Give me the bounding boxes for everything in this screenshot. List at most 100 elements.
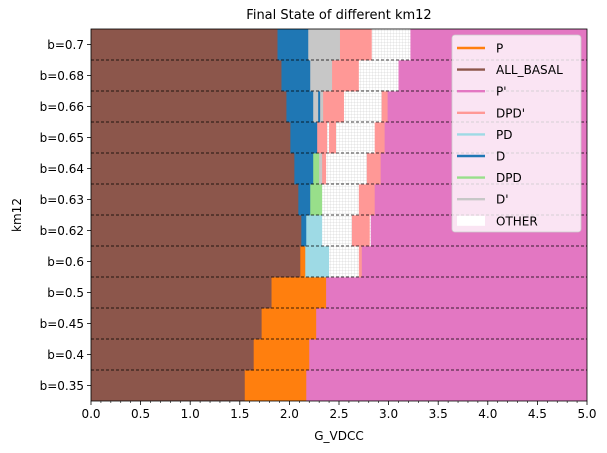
bar-segment-dpdp-8-6 — [374, 122, 386, 154]
legend-label-pp: P' — [496, 85, 507, 99]
x-axis-label: G_VDCC — [314, 429, 364, 443]
bar-segment-dpd-7-2 — [313, 153, 320, 185]
bar-segment-other-11-4 — [371, 29, 411, 61]
bar-segment-d-10-1 — [281, 60, 311, 92]
x-tick-label-8: 4.0 — [478, 407, 497, 421]
x-tick-label-5: 2.5 — [329, 407, 348, 421]
bar-segment-p-2-1 — [261, 308, 317, 340]
y-tick-label-1: b=0.4 — [47, 348, 84, 362]
bar-segment-dp-7-3 — [319, 153, 323, 185]
x-tick-label-2: 1.0 — [181, 407, 200, 421]
bar-segment-dpdp-8-4 — [329, 122, 337, 154]
bar-segment-dpdp-6-4 — [358, 184, 376, 216]
bar-segment-other-8-5 — [336, 122, 376, 154]
x-tick-label-4: 2.0 — [280, 407, 299, 421]
bar-segment-dpdp-11-3 — [339, 29, 373, 61]
bar-segment-p-3-1 — [271, 277, 327, 309]
bar-segment-p-4-1 — [300, 246, 306, 278]
bar-segment-pp-1-2 — [309, 339, 587, 371]
bar-segment-dpdp-5-4 — [351, 215, 371, 247]
y-tick-label-8: b=0.65 — [40, 131, 84, 145]
bar-segment-dp-11-2 — [308, 29, 341, 61]
bar-segment-p-1-1 — [253, 339, 310, 371]
bar-segment-dp-9-4 — [320, 91, 324, 123]
bar-segment-pp-2-2 — [316, 308, 587, 340]
bar-segment-other-5-5 — [369, 215, 372, 247]
x-tick-label-6: 3.0 — [379, 407, 398, 421]
bar-segment-other-7-5 — [326, 153, 368, 185]
bar-segment-dpdp-9-7 — [381, 91, 389, 123]
bar-segment-all_basal-1-0 — [91, 339, 255, 371]
bar-segment-other-8-3 — [327, 122, 330, 154]
legend-label-all_basal: ALL_BASAL — [496, 63, 563, 77]
legend-label-dpdp: DPD' — [496, 106, 525, 120]
bar-segment-all_basal-2-0 — [91, 308, 263, 340]
bar-segment-dp-10-2 — [310, 60, 333, 92]
bar-segment-d-9-1 — [286, 91, 314, 123]
bar-segment-all_basal-8-0 — [91, 122, 291, 154]
bar-segment-pp-3-2 — [326, 277, 587, 309]
legend-label-other: OTHER — [496, 214, 538, 228]
bar-segment-d-7-1 — [294, 153, 314, 185]
bar-segment-dpdp-8-2 — [317, 122, 328, 154]
bar-segment-other-6-3 — [322, 184, 360, 216]
x-tick-label-7: 3.5 — [429, 407, 448, 421]
bar-segment-d-9-3 — [318, 91, 321, 123]
bar-segment-all_basal-3-0 — [91, 277, 272, 309]
separator-lines — [91, 59, 587, 371]
x-tick-label-9: 4.5 — [528, 407, 547, 421]
bar-segment-all_basal-4-0 — [91, 246, 301, 278]
bar-segment-all_basal-11-0 — [91, 29, 278, 61]
legend-label-dp: D' — [496, 193, 509, 207]
bar-segment-dpd-6-2 — [310, 184, 323, 216]
y-tick-label-11: b=0.7 — [47, 38, 84, 52]
y-tick-label-10: b=0.68 — [40, 69, 84, 83]
bar-segment-all_basal-10-0 — [91, 60, 282, 92]
y-tick-label-7: b=0.64 — [40, 162, 84, 176]
legend: P ALL_BASAL P' DPD' PD D DPD D' OTHER — [451, 34, 582, 233]
y-axis-label: km12 — [10, 198, 24, 232]
bar-segment-pd-5-2 — [306, 215, 323, 247]
y-tick-label-3: b=0.5 — [47, 286, 84, 300]
y-axis: b=0.35 b=0.4 b=0.45 b=0.5 b=0.6 b=0.62 b=0.63 b… — [40, 38, 91, 393]
x-tick-label-10: 5.0 — [577, 407, 596, 421]
bar-segment-pd-4-2 — [305, 246, 330, 278]
bar-segment-dpdp-7-4 — [322, 153, 327, 185]
y-tick-label-0: b=0.35 — [40, 379, 84, 393]
bar-segment-dpdp-10-3 — [332, 60, 360, 92]
legend-label-p: P — [496, 42, 503, 56]
y-tick-label-2: b=0.45 — [40, 317, 84, 331]
x-tick-label-0: 0.0 — [81, 407, 100, 421]
bar-segment-other-10-4 — [358, 60, 399, 92]
x-axis: 0.0 0.5 1.0 1.5 2.0 2.5 3.0 3.5 4.0 4.5 5.0 — [81, 401, 597, 421]
bar-segment-dpdp-4-4 — [358, 246, 363, 278]
bar-segment-all_basal-7-0 — [91, 153, 295, 185]
x-tick-label-3: 1.5 — [230, 407, 249, 421]
y-tick-label-6: b=0.63 — [40, 193, 84, 207]
bar-segment-all_basal-5-0 — [91, 215, 302, 247]
bar-segment-dpdp-9-5 — [323, 91, 345, 123]
bar-segment-dp-9-2 — [313, 91, 319, 123]
bar-segment-all_basal-9-0 — [91, 91, 287, 123]
x-tick-label-1: 0.5 — [131, 407, 150, 421]
bar-segment-other-9-6 — [343, 91, 383, 123]
legend-box — [451, 34, 582, 233]
bar-segment-p-0-1 — [244, 370, 307, 401]
y-tick-label-4: b=0.6 — [47, 255, 84, 269]
legend-label-dpd: DPD — [496, 171, 522, 185]
bar-segment-d-8-1 — [290, 122, 318, 154]
legend-label-d: D — [496, 150, 505, 164]
legend-swatch-other — [457, 215, 485, 226]
y-tick-label-5: b=0.62 — [40, 224, 84, 238]
bar-segment-other-5-3 — [322, 215, 353, 247]
bar-segment-d-11-1 — [277, 29, 309, 61]
bar-segment-pp-0-2 — [306, 370, 587, 401]
bar-segment-dpdp-7-6 — [366, 153, 382, 185]
bar-segment-pp-4-5 — [361, 246, 587, 278]
bar-segment-all_basal-0-0 — [91, 370, 246, 401]
bar-segment-d-6-1 — [298, 184, 311, 216]
bar-segment-all_basal-6-0 — [91, 184, 299, 216]
bar-segment-d-5-1 — [301, 215, 307, 247]
chart-title: Final State of different km12 — [246, 8, 431, 23]
